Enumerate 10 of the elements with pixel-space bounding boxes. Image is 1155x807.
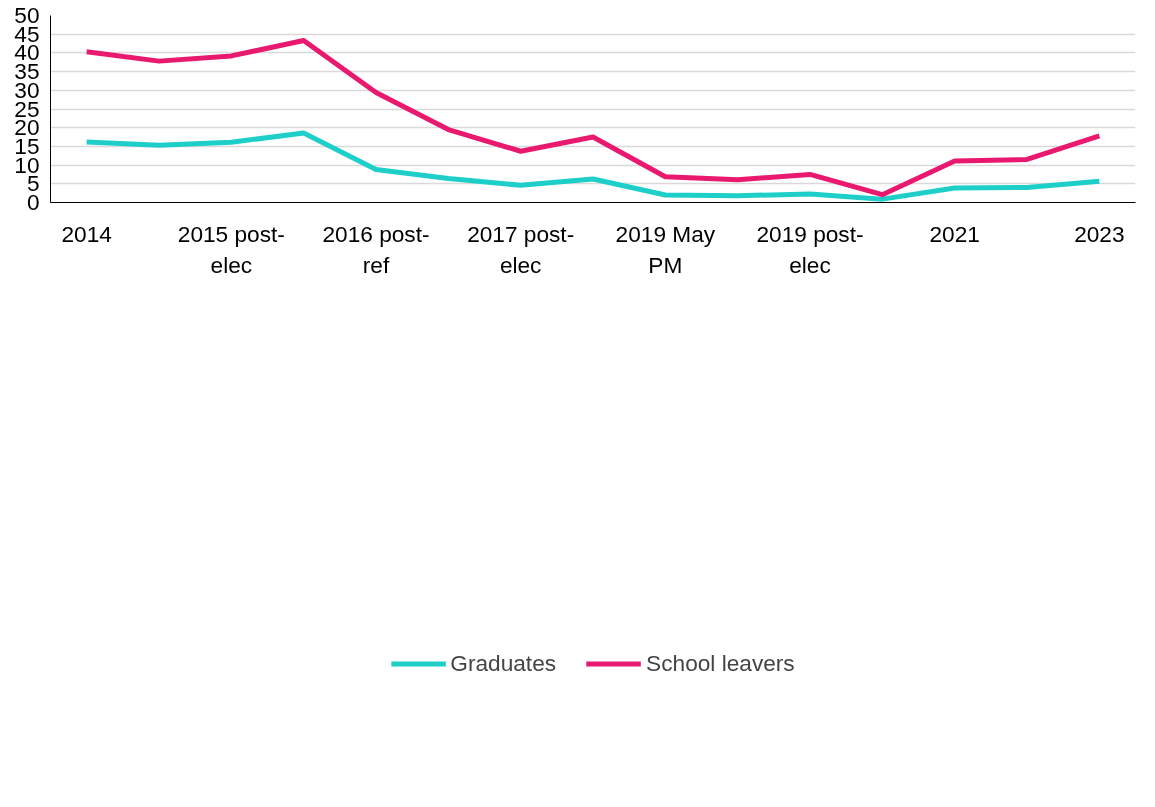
legend-label: Graduates: [450, 649, 557, 677]
x-tick-label: 2023: [1074, 220, 1125, 247]
x-tick-label: 2017 post-elec: [467, 220, 575, 278]
x-tick-label: 2015 post-elec: [177, 220, 285, 278]
x-tick-label: 2016 post-ref: [322, 220, 430, 278]
x-tick-label: 2019 May PM: [615, 220, 716, 278]
legend-label: School leavers: [646, 649, 795, 677]
x-tick-label: 2019 post-elec: [756, 220, 864, 278]
x-tick-label: 2014: [61, 220, 112, 247]
x-tick-label: 2021: [929, 220, 980, 247]
